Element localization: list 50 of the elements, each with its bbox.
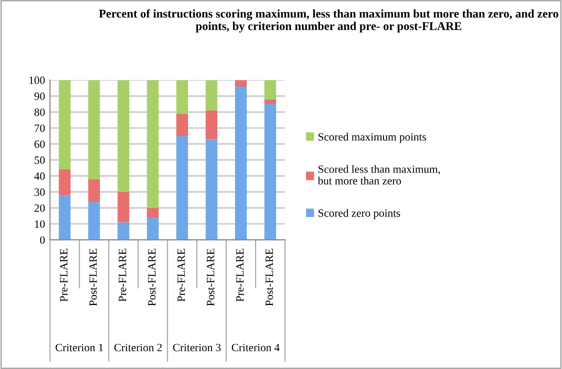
- bar: [264, 80, 276, 100]
- x-tick-label: Pre-FLARE: [118, 248, 126, 302]
- y-tick-label: 80: [34, 108, 45, 116]
- bar: [146, 80, 159, 208]
- y-tick-label: 50: [34, 156, 45, 164]
- y-tick-label: 30: [34, 188, 45, 196]
- y-tick-label: 0: [40, 236, 45, 244]
- text: Percent of instructions scoring maximum, less than maximum but more than zero, and zero points, by criterion number and pre- or post-FLARE: [99, 9, 558, 33]
- bar: [88, 179, 100, 202]
- x-tick-label: Pre-FLARE: [177, 248, 185, 302]
- legend-label: Scored zero points: [318, 209, 400, 220]
- bar: [264, 99, 276, 104]
- bar: [206, 139, 218, 240]
- bar: [176, 80, 188, 114]
- legend-label: Scored less than maximum, but more than zero: [318, 165, 440, 185]
- bar: [146, 208, 159, 218]
- x-tick-label: Pre-FLARE: [236, 248, 244, 302]
- text: Criterion 2: [114, 344, 162, 352]
- bar: [235, 80, 247, 86]
- bar: [88, 202, 100, 240]
- bar: [58, 195, 71, 240]
- y-tick-label: 40: [34, 172, 45, 180]
- bar: [206, 110, 218, 140]
- x-tick-label: Post-FLARE: [266, 248, 274, 306]
- y-tick-label: 100: [29, 76, 45, 84]
- bar: [118, 192, 130, 222]
- legend-label: Scored maximum points: [318, 132, 426, 143]
- y-tick-label: 70: [34, 124, 45, 132]
- y-tick-label: 10: [35, 220, 45, 228]
- bar: [235, 86, 247, 240]
- text: Criterion 3: [173, 344, 221, 352]
- bar: [118, 222, 130, 240]
- bar: [264, 104, 276, 240]
- x-tick-label: Post-FLARE: [89, 248, 97, 306]
- y-tick-label: 90: [34, 92, 45, 100]
- bar: [58, 170, 71, 196]
- bar: [176, 114, 188, 136]
- y-tick-label: 20: [34, 204, 45, 212]
- bar: [88, 80, 100, 180]
- y-tick-label: 60: [34, 140, 45, 148]
- x-tick-label: Post-FLARE: [148, 248, 156, 306]
- x-tick-label: Post-FLARE: [206, 248, 214, 306]
- bar: [146, 217, 159, 240]
- text: Criterion 1: [56, 344, 103, 352]
- bar: [58, 80, 71, 170]
- bar: [206, 80, 218, 110]
- bar: [176, 136, 188, 240]
- text: Criterion 4: [232, 344, 280, 352]
- x-tick-label: Pre-FLARE: [60, 248, 68, 302]
- bar: [118, 80, 130, 192]
